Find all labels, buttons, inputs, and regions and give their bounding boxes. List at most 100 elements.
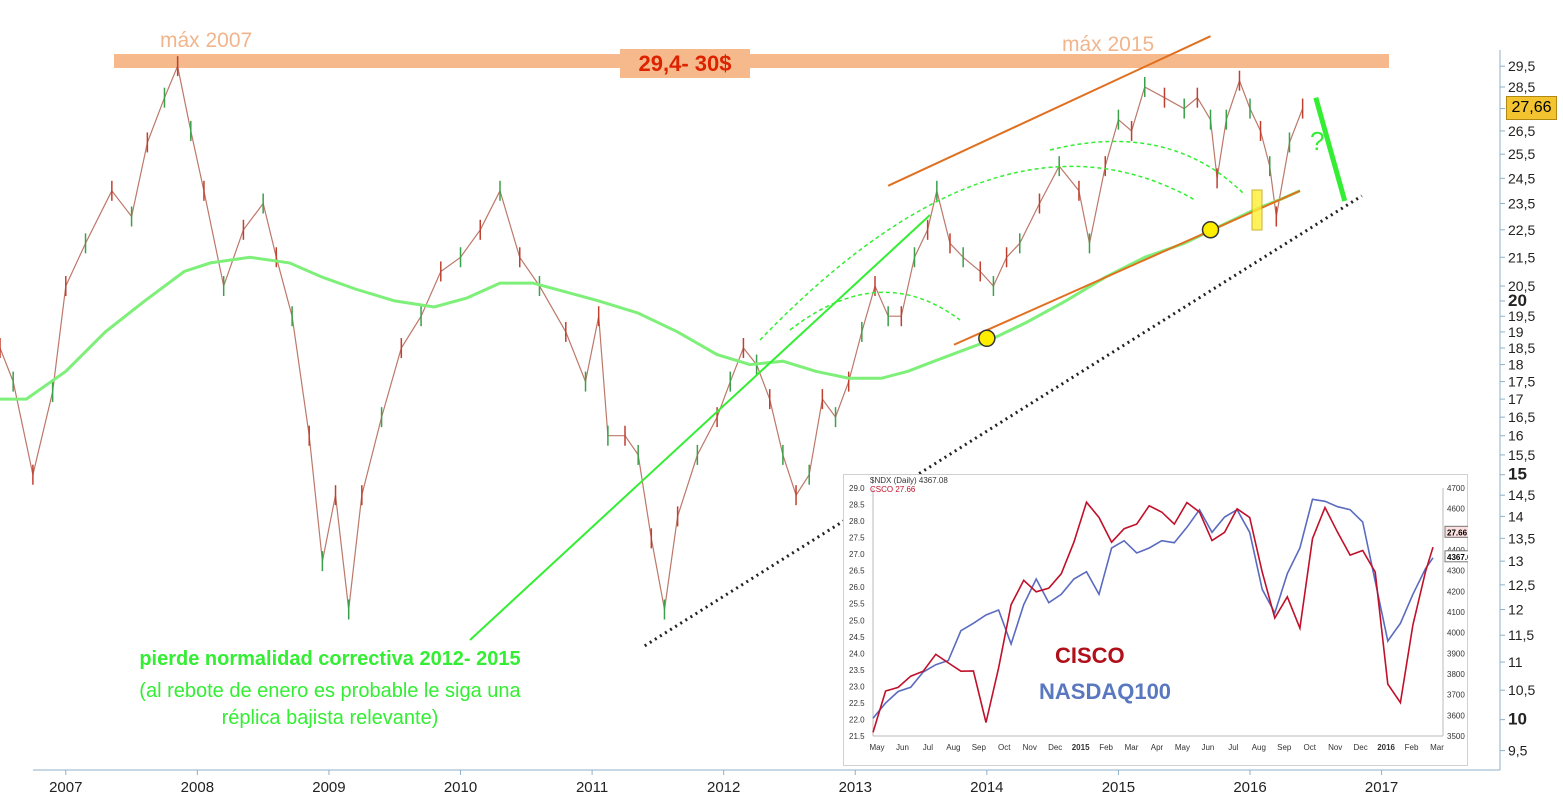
breakout-trajectory-line <box>469 214 931 641</box>
inset-x-tick-label: Sep <box>1277 743 1292 752</box>
inset-x-tick-label: Oct <box>998 743 1011 752</box>
y-tick-label: 10 <box>1508 710 1527 729</box>
inset-axes: 29.0 28.5 28.0 27.5 27.0 26.5 26.0 25.5 25.0 24.5… <box>849 484 1468 752</box>
inset-x-tick-label: Aug <box>946 743 960 752</box>
inset-left-tick-label: 29.0 <box>849 484 865 493</box>
inset-legend: $NDX (Daily) 4367.08 CSCO 27.66 <box>870 476 948 494</box>
inset-right-tick-label: 3800 <box>1447 670 1465 679</box>
y-axis: 29,528,527,526,525,524,523,522,521,520,5… <box>1499 50 1535 770</box>
inset-x-tick-label: 2015 <box>1072 743 1090 752</box>
x-tick-label: 2010 <box>444 779 477 796</box>
inset-x-tick-label: 2016 <box>1377 743 1395 752</box>
inset-x-tick-label: Mar <box>1430 743 1444 752</box>
inset-left-tick-label: 25.0 <box>849 616 865 625</box>
last-price-tag: 27,66 <box>1506 96 1557 120</box>
inset-x-tick-label: Aug <box>1252 743 1266 752</box>
inset-right-tick-label: 3500 <box>1447 732 1465 741</box>
y-tick-label: 17 <box>1508 391 1524 407</box>
inset-left-tick-label: 28.0 <box>849 517 865 526</box>
annotation-note-title: pierde normalidad correctiva 2012- 2015 <box>139 648 521 670</box>
moving-average-line <box>0 189 1301 401</box>
inset-left-tick-label: 23.5 <box>849 666 865 675</box>
inset-left-tick-label: 21.5 <box>849 732 865 741</box>
inset-label-nasdaq100: NASDAQ100 <box>1039 679 1172 704</box>
inset-last-value-label: 27.66 <box>1447 528 1468 537</box>
inset-frame <box>843 474 1468 766</box>
upper-channel-line <box>887 35 1211 187</box>
inset-x-tick-label: May <box>1175 743 1190 752</box>
inset-x-tick-label: Jun <box>1201 743 1214 752</box>
inset-legend-csco: CSCO 27.66 <box>870 485 916 494</box>
resistance-band-rect <box>114 54 1389 69</box>
inset-x-tick-label: Mar <box>1125 743 1139 752</box>
x-tick-label: 2015 <box>1102 779 1135 796</box>
inset-left-tick-label: 25.5 <box>849 600 865 609</box>
inset-right-tick-label: 4700 <box>1447 484 1465 493</box>
inset-right-tick-label: 3700 <box>1447 691 1465 700</box>
inset-right-tick-label: 4000 <box>1447 629 1465 638</box>
inset-x-tick-label: May <box>869 743 884 752</box>
y-tick-label: 18,5 <box>1508 340 1535 356</box>
y-tick-label: 19,5 <box>1508 308 1535 324</box>
highlight-box <box>1251 189 1263 231</box>
projection-arc <box>759 165 1196 341</box>
x-tick-label: 2013 <box>839 779 872 796</box>
resistance-band <box>114 54 1389 69</box>
projection-arc <box>789 291 961 331</box>
annotation-note-line-3: réplica bajista relevante) <box>221 707 439 729</box>
y-tick-label: 14,5 <box>1508 487 1535 503</box>
x-tick-label: 2011 <box>576 779 608 796</box>
y-tick-label: 28,5 <box>1508 79 1535 95</box>
inset-x-tick-label: Nov <box>1328 743 1342 752</box>
inset-legend-ndx: $NDX (Daily) 4367.08 <box>870 476 948 485</box>
y-tick-label: 18 <box>1508 357 1524 373</box>
y-tick-label: 15 <box>1508 465 1527 484</box>
inset-series-cisco <box>872 500 1434 733</box>
projection-arc <box>1049 140 1246 196</box>
y-tick-label: 21,5 <box>1508 249 1535 265</box>
inset-series-nasdaq100 <box>872 498 1434 719</box>
inset-x-tick-label: Jul <box>1228 743 1238 752</box>
question-mark-annotation: ? <box>1310 126 1325 156</box>
y-tick-label: 29,5 <box>1508 58 1535 74</box>
inset-left-tick-label: 23.0 <box>849 682 865 691</box>
y-tick-label: 15,5 <box>1508 447 1535 463</box>
inset-right-tick-label: 4300 <box>1447 567 1465 576</box>
y-tick-label: 11,5 <box>1508 627 1534 643</box>
inset-last-value-tag <box>1444 525 1468 538</box>
x-tick-label: 2017 <box>1365 779 1398 796</box>
y-tick-label: 22,5 <box>1508 222 1535 238</box>
inset-left-tick-label: 22.0 <box>849 715 865 724</box>
x-tick-label: 2014 <box>970 779 1003 796</box>
inset-left-tick-label: 26.5 <box>849 567 865 576</box>
inset-x-tick-label: Apr <box>1151 743 1164 752</box>
inset-comparison-chart: 29.0 28.5 28.0 27.5 27.0 26.5 26.0 25.5 25.0 24.5… <box>843 474 1468 766</box>
y-tick-label: 13 <box>1508 553 1524 569</box>
inset-x-tick-label: Jul <box>923 743 933 752</box>
inset-x-tick-label: Sep <box>972 743 987 752</box>
y-tick-label: 12,5 <box>1508 577 1535 593</box>
inset-left-tick-label: 24.0 <box>849 649 865 658</box>
inset-right-tick-label: 3900 <box>1447 649 1465 658</box>
x-axis: 2007 2008 2009 2010 2011 2012 2013 2014 2015 2016… <box>33 769 1500 796</box>
inset-x-tick-label: Oct <box>1304 743 1317 752</box>
inset-line-cisco <box>872 500 1434 733</box>
inset-left-tick-label: 24.5 <box>849 633 865 642</box>
inset-x-tick-label: Dec <box>1048 743 1062 752</box>
y-tick-label: 16,5 <box>1508 409 1535 425</box>
inset-x-tick-label: Dec <box>1354 743 1368 752</box>
y-tick-label: 16 <box>1508 428 1524 444</box>
x-tick-label: 2012 <box>707 779 740 796</box>
inset-x-tick-label: Feb <box>1099 743 1113 752</box>
y-tick-label: 20,5 <box>1508 278 1535 294</box>
touch-point-marker <box>1201 221 1220 239</box>
y-tick-label: 17,5 <box>1508 374 1535 390</box>
inset-right-tick-label: 4200 <box>1447 587 1465 596</box>
inset-x-tick-label: Feb <box>1405 743 1419 752</box>
y-tick-label: 12 <box>1508 602 1524 618</box>
y-tick-label: 14 <box>1508 508 1524 524</box>
y-tick-label: 9,5 <box>1508 743 1528 759</box>
y-tick-label: 25,5 <box>1508 146 1535 162</box>
lower-channel-line <box>953 189 1301 346</box>
x-tick-label: 2016 <box>1233 779 1266 796</box>
